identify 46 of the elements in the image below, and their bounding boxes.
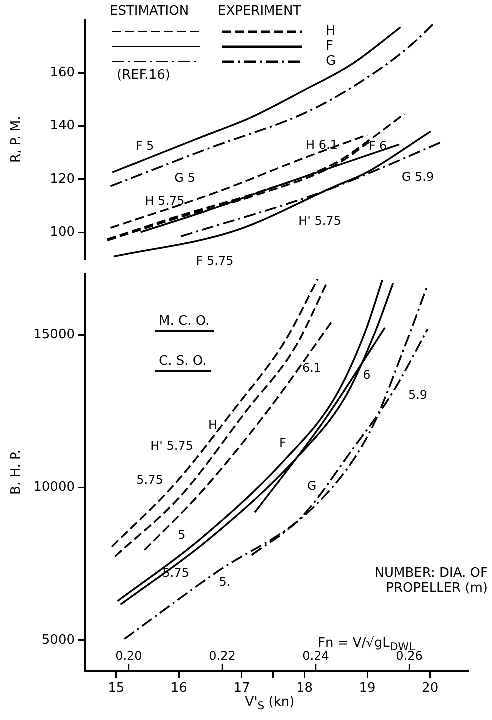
x-tick-label: 17 <box>234 681 250 696</box>
y-tick-label: 5000 <box>42 632 75 648</box>
annotation: NUMBER: DIA. OF PROPELLER (m) <box>374 566 488 596</box>
annotation: 5.75 <box>136 473 164 487</box>
x2-tick-label: 0.22 <box>209 649 236 664</box>
annotation: M. C. O. <box>155 314 214 332</box>
annotation: H' 5.75 <box>150 439 194 453</box>
annotation: 5 <box>178 528 186 542</box>
annotation: H 6.1 <box>306 138 338 152</box>
annotation: H 5.75 <box>145 194 185 208</box>
x-axis-title: V'$_{S}$ (kn) <box>245 695 295 714</box>
annotation: 5.75 <box>162 566 190 580</box>
annotation: 5.9 <box>408 388 428 402</box>
y-axis-title: R, P. M. <box>9 116 24 163</box>
annotation: H <box>326 24 336 39</box>
x-tick-label: 20 <box>422 681 439 696</box>
annotation: G <box>326 54 336 69</box>
x-tick-label: 16 <box>170 681 188 696</box>
y-tick-label: 15000 <box>34 327 75 342</box>
y-tick-label: 100 <box>50 224 75 240</box>
annotation: G 5.9 <box>402 170 434 184</box>
x-tick-label: 15 <box>108 681 125 696</box>
y-tick-label: 120 <box>50 172 75 187</box>
x-tick-label: 19 <box>359 681 376 696</box>
annotation: F <box>326 39 334 54</box>
x2-tick-label: 0.20 <box>116 649 142 664</box>
annotation: 5. <box>219 575 231 589</box>
annotation: F 5 <box>136 139 154 153</box>
annotation: H <box>208 418 218 432</box>
annotation: 6 <box>363 368 371 382</box>
annotation: (REF.16) <box>117 68 170 83</box>
annotation: G 5 <box>174 171 196 185</box>
annotation: F 5.75 <box>196 254 234 268</box>
annotation: C. S. O. <box>155 354 211 372</box>
annotation: F <box>280 436 286 450</box>
annotation: G <box>307 479 317 493</box>
y-tick-label: 140 <box>50 118 75 134</box>
text: EXPERIMENT <box>218 4 302 19</box>
text: ESTIMATION <box>110 4 190 19</box>
y-axis-title: B. H. P. <box>9 450 24 495</box>
annotation: H' 5.75 <box>298 214 342 228</box>
x2-tick-label: 0.26 <box>396 649 423 664</box>
annotation: 6.1 <box>302 361 322 375</box>
x-tick-label: 18 <box>296 681 314 696</box>
y-tick-label: 10000 <box>34 480 75 496</box>
y-tick-label: 160 <box>50 66 75 81</box>
